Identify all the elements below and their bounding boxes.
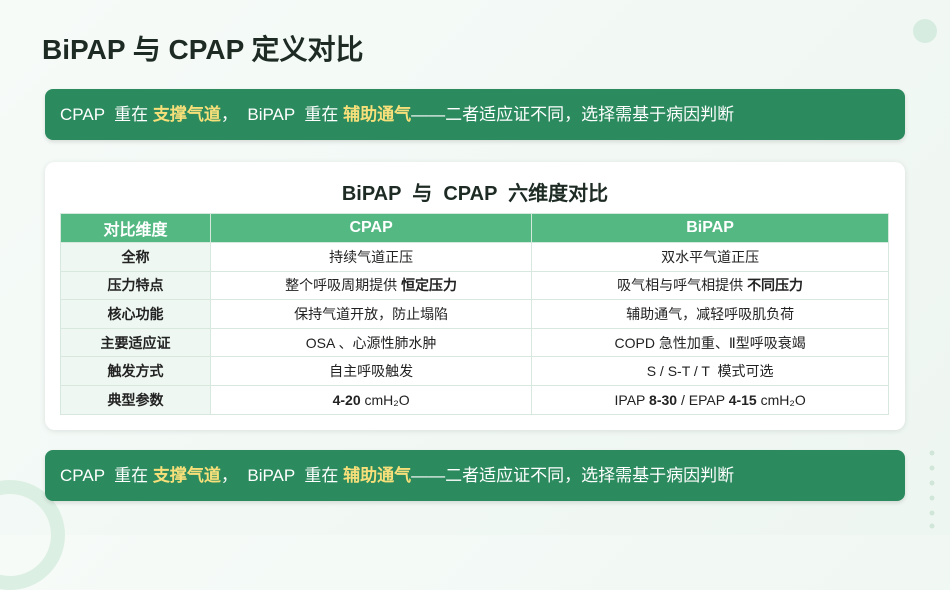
text: 双水平气道正压: [661, 248, 760, 265]
text: ——二者适应证不同，选择需基于病因判断: [411, 466, 735, 485]
table-row: 触发方式 自主呼吸触发 S / S-T / T 模式可选: [60, 356, 889, 386]
bold-text: 4-20: [332, 391, 361, 408]
text: 保持气道开放，防止塌陷: [294, 305, 449, 322]
table-row: 压力特点 整个呼吸周期提供 恒定压力 吸气相与呼气相提供 不同压力: [60, 270, 889, 301]
table-title: BiPAP 与 CPAP 六维度对比: [341, 183, 609, 205]
text: 持续气道正压: [329, 248, 414, 265]
row-label: 主要适应证: [60, 327, 211, 358]
text: 自主呼吸触发: [329, 363, 414, 380]
bold-text: 恒定压力: [401, 277, 458, 294]
text: 整个呼吸周期提供: [285, 277, 402, 294]
decor-dots: [929, 450, 935, 529]
table-row: 全称 持续气道正压 双水平气道正压: [60, 242, 889, 272]
row-label: 压力特点: [60, 270, 211, 301]
bold-text: 支撑气道: [152, 466, 221, 485]
table-row: 核心功能 保持气道开放，防止塌陷 辅助通气，减轻呼吸肌负荷: [60, 299, 889, 329]
text: CPAP 重在: [60, 105, 153, 124]
table-cell: 保持气道开放，防止塌陷: [209, 299, 533, 329]
table-cell: 双水平气道正压: [531, 242, 889, 272]
table-row: 主要适应证 OSA 、心源性肺水肿 COPD 急性加重、Ⅱ型呼吸衰竭: [60, 327, 889, 358]
column-header: 对比维度: [60, 213, 211, 243]
bold-text: 不同压力: [747, 277, 804, 294]
decor-circle: [913, 19, 937, 43]
table-cell: S / S-T / T 模式可选: [531, 356, 889, 386]
text: COPD 急性加重、Ⅱ型呼吸衰竭: [614, 334, 806, 351]
table-cell: OSA 、心源性肺水肿: [209, 327, 533, 358]
row-label: 触发方式: [60, 356, 211, 386]
bold-text: 辅助通气: [343, 466, 412, 485]
table-cell: 吸气相与呼气相提供 不同压力: [531, 270, 889, 301]
text: cmH₂O: [360, 391, 410, 408]
text: OSA 、心源性肺水肿: [305, 334, 437, 351]
table-cell: 整个呼吸周期提供 恒定压力: [209, 270, 533, 301]
row-label: 典型参数: [60, 384, 211, 415]
column-header: CPAP: [209, 213, 533, 243]
slide-title: BiPAP 与 CPAP 定义对比: [42, 34, 364, 65]
table-cell: COPD 急性加重、Ⅱ型呼吸衰竭: [531, 327, 889, 358]
bold-text: 4-15: [728, 391, 757, 408]
text: cmH₂O: [756, 391, 806, 408]
text: S / S-T / T 模式可选: [646, 363, 774, 380]
text: ， BiPAP 重在: [220, 466, 344, 485]
text: ——二者适应证不同，选择需基于病因判断: [411, 105, 735, 124]
row-label: 全称: [60, 242, 211, 272]
table-cell: 自主呼吸触发: [209, 356, 533, 386]
column-header: BiPAP: [531, 213, 889, 243]
banner: CPAP 重在 支撑气道， BiPAP 重在 辅助通气——二者适应证不同，选择需…: [45, 450, 905, 501]
text: 辅助通气，减轻呼吸肌负荷: [626, 305, 795, 322]
row-label: 核心功能: [60, 299, 211, 329]
comparison-table: 对比维度 CPAP BiPAP 全称 持续气道正压 双水平气道正压 压力特点 整个呼吸周期提供…: [60, 213, 889, 415]
text: IPAP: [614, 391, 650, 408]
table-row: 典型参数 4-20 cmH₂O IPAP 8-30 / EPAP 4-15 cmH₂…: [60, 384, 889, 415]
banner: CPAP 重在 支撑气道， BiPAP 重在 辅助通气——二者适应证不同，选择需…: [45, 89, 905, 140]
table-cell: 4-20 cmH₂O: [209, 384, 533, 415]
bold-text: 辅助通气: [343, 105, 412, 124]
table-cell: 辅助通气，减轻呼吸肌负荷: [531, 299, 889, 329]
table-cell: 持续气道正压: [209, 242, 533, 272]
text: ， BiPAP 重在: [220, 105, 344, 124]
table-cell: IPAP 8-30 / EPAP 4-15 cmH₂O: [531, 384, 889, 415]
bold-text: 支撑气道: [152, 105, 221, 124]
text: 吸气相与呼气相提供: [617, 277, 748, 294]
table-card: BiPAP 与 CPAP 六维度对比 对比维度 CPAP BiPAP 全称 持续气道正压…: [45, 162, 905, 430]
text: / EPAP: [677, 391, 729, 408]
bold-text: 8-30: [649, 391, 678, 408]
text: CPAP 重在: [60, 466, 153, 485]
